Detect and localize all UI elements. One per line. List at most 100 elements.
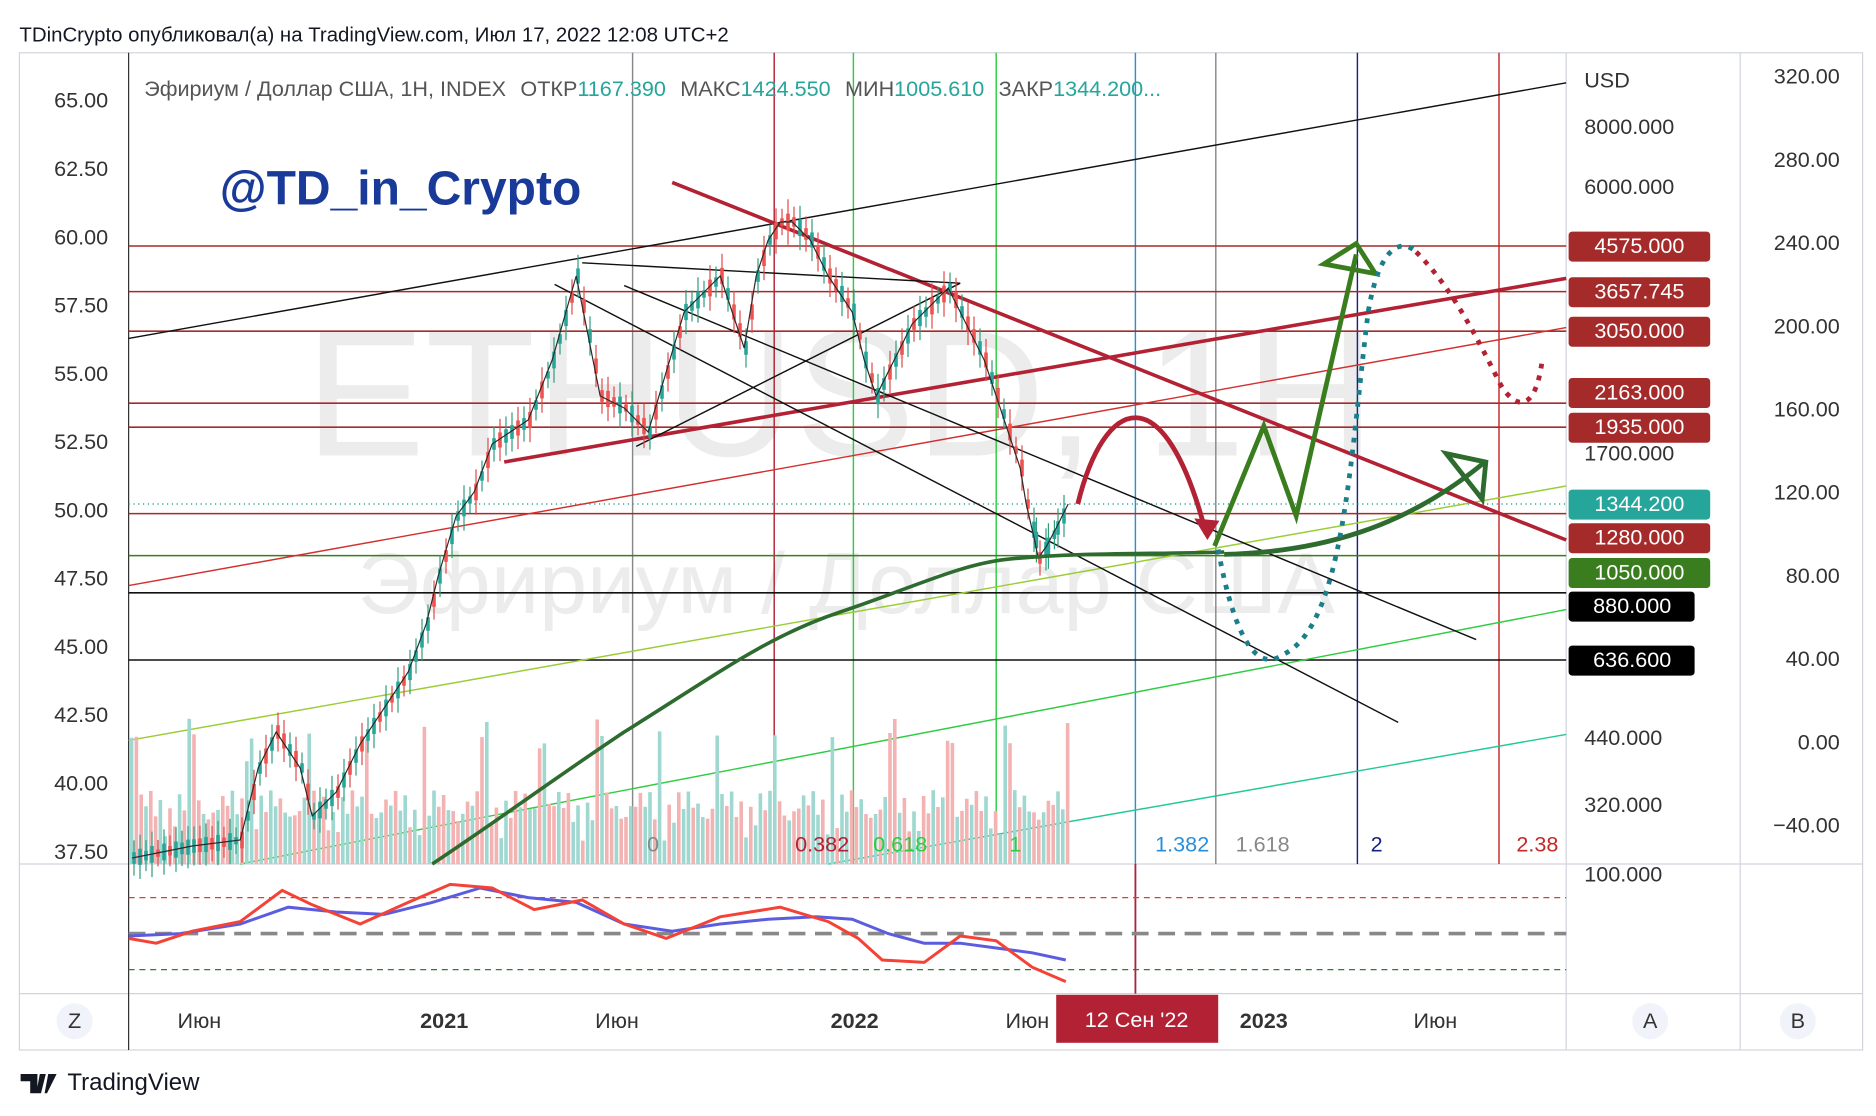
- forecast-curve: [1224, 461, 1485, 557]
- forecast-arc: [1075, 415, 1209, 535]
- candle-body: [900, 341, 904, 355]
- candle-body: [678, 326, 682, 338]
- candle-body: [270, 737, 274, 751]
- candle-body: [630, 405, 634, 423]
- candle-body: [588, 329, 592, 343]
- volume-bar: [422, 726, 427, 864]
- volume-bar: [633, 806, 638, 864]
- button-bg[interactable]: [1779, 1003, 1816, 1040]
- volume-bar: [873, 814, 878, 864]
- usd-label: 320.000: [1584, 792, 1662, 817]
- volume-bar: [432, 790, 436, 864]
- trend-line: [503, 276, 1567, 464]
- volume-bar: [533, 808, 537, 864]
- symbol-info: Эфириум / Доллар США, 1Н, INDEX ОТКР1167.…: [144, 76, 1161, 101]
- candle-body: [330, 789, 334, 807]
- volume-bar: [653, 819, 657, 864]
- candle-body: [360, 736, 364, 752]
- candle-body: [552, 351, 556, 369]
- candle-body: [570, 291, 574, 303]
- button-b[interactable]: B: [1791, 1008, 1805, 1033]
- candle-body: [450, 527, 454, 545]
- volume-bar: [264, 811, 268, 864]
- candle-body: [852, 303, 856, 321]
- candle-body: [390, 695, 394, 703]
- candle-body: [624, 404, 628, 412]
- volume-bar: [888, 733, 892, 864]
- volume-bar: [201, 813, 206, 864]
- candle-body: [564, 309, 568, 327]
- time-label: 2023: [1240, 1008, 1288, 1033]
- signal-line: [128, 886, 1067, 962]
- candle-body: [618, 396, 622, 414]
- candle-body: [978, 341, 982, 355]
- right-axis-label: 80.00: [1786, 563, 1840, 588]
- volume-bar: [677, 792, 681, 864]
- volume-bar: [758, 793, 763, 864]
- volume-bar: [715, 735, 719, 864]
- volume-bar: [480, 737, 484, 864]
- candle-body: [804, 228, 808, 240]
- candle-body: [354, 749, 358, 763]
- candle-body: [384, 699, 388, 717]
- volume-bar: [691, 807, 695, 864]
- volume-bar: [1037, 819, 1041, 864]
- volume-bar: [921, 795, 926, 864]
- button-bg[interactable]: [56, 1003, 93, 1040]
- trend-line: [635, 282, 961, 448]
- volume-bar: [360, 796, 364, 864]
- left-axis-label: 62.50: [54, 156, 108, 181]
- volume-bar: [917, 830, 921, 864]
- candle-body: [246, 811, 250, 821]
- volume-bar: [417, 835, 422, 864]
- volume-bar: [720, 794, 724, 864]
- candle-body: [504, 429, 508, 443]
- right-axis-label: 320.00: [1774, 64, 1840, 89]
- oscillator-line: [128, 882, 1067, 983]
- logo: [20, 1074, 57, 1094]
- volume-bar: [864, 814, 868, 864]
- candle-body: [294, 750, 298, 768]
- price-line: [132, 221, 1069, 859]
- volume-bar: [907, 831, 911, 864]
- button-bg[interactable]: [1632, 1003, 1669, 1040]
- volume-bar: [1051, 804, 1055, 864]
- button-z[interactable]: Z: [68, 1008, 81, 1033]
- volume-bar: [509, 817, 513, 864]
- usd-label: 440.000: [1584, 725, 1662, 750]
- candle-body: [306, 783, 310, 801]
- time-label: Июн: [595, 1008, 639, 1033]
- volume-bar: [139, 794, 143, 864]
- button-a[interactable]: A: [1643, 1008, 1658, 1033]
- candle-body: [756, 270, 760, 282]
- volume-bar: [681, 809, 686, 864]
- volume-bar: [657, 731, 662, 864]
- usd-label: 100.000: [1584, 862, 1662, 887]
- trend-line: [128, 485, 1567, 742]
- candle-body: [582, 299, 586, 313]
- volume-bar: [638, 792, 643, 864]
- candle-body: [282, 733, 286, 749]
- volume-bar: [528, 809, 532, 864]
- candle-body: [822, 257, 826, 271]
- volume-bar: [326, 830, 331, 864]
- candle-body: [798, 219, 802, 237]
- volume-bar: [269, 790, 273, 864]
- volume-bar: [149, 790, 153, 864]
- tag-bg: [1568, 412, 1711, 443]
- symbol-name: Эфириум / Доллар США, 1Н, INDEX: [144, 76, 506, 101]
- candle-body: [594, 358, 598, 374]
- volume-bar: [379, 812, 383, 864]
- candle-body: [516, 420, 520, 436]
- candle-body: [336, 786, 340, 798]
- volume-bar: [576, 805, 580, 864]
- price-tag: 2163.000: [1594, 379, 1684, 404]
- volume-bar: [365, 739, 369, 864]
- candle-body: [324, 799, 328, 809]
- candle-body: [1020, 459, 1024, 477]
- volume-bar: [696, 803, 700, 864]
- trend-line: [671, 180, 1567, 542]
- volume-bar: [960, 810, 964, 864]
- volume-bar: [629, 806, 633, 864]
